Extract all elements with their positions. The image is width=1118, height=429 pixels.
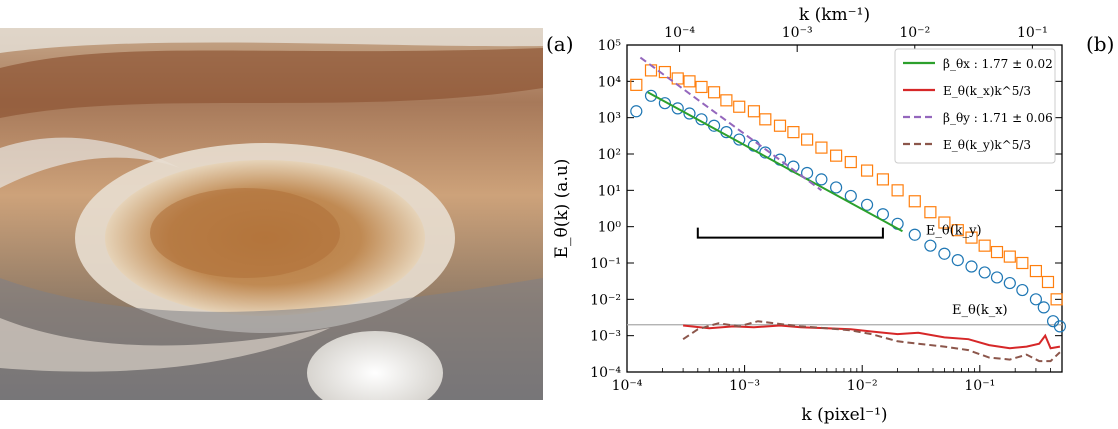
y-tick-label: 10⁻² — [590, 292, 621, 308]
data-point-ky — [707, 86, 721, 99]
x-tick-label: 10⁻³ — [729, 378, 760, 394]
data-point-ky — [908, 195, 921, 208]
legend-box — [894, 48, 1056, 164]
data-point-kx — [830, 181, 843, 194]
data-point-ky — [1029, 264, 1043, 278]
data-point-ky — [720, 94, 733, 107]
data-point-kx — [938, 247, 951, 260]
data-point-ky — [990, 245, 1004, 259]
data-point-kx — [978, 266, 991, 279]
data-point-ky — [965, 231, 978, 244]
series-line — [683, 324, 1061, 350]
y-tick-label: 10⁻⁴ — [590, 365, 621, 381]
data-point-ky — [747, 105, 761, 118]
data-point-ky — [891, 184, 904, 197]
data-point-kx — [658, 97, 671, 110]
data-point-ky — [1041, 275, 1055, 289]
data-point-ky — [733, 100, 746, 113]
data-point-ky — [630, 78, 643, 91]
data-point-ky — [830, 149, 843, 162]
data-point-kx — [671, 102, 684, 115]
y-tick-label: 10⁰ — [598, 220, 622, 236]
data-point-kx — [965, 260, 978, 273]
series-line — [647, 91, 903, 233]
data-point-ky — [924, 206, 937, 219]
data-point-kx — [644, 89, 658, 102]
data-point-kx — [908, 228, 921, 241]
x-tick-label: 10⁻¹ — [964, 378, 995, 394]
y-tick-label: 10⁻³ — [590, 329, 621, 345]
panel-a-label: (a) — [546, 32, 574, 56]
data-point-ky — [938, 216, 951, 229]
curve-annotation: E_θ(k_x) — [952, 303, 1008, 318]
data-point-kx — [1029, 293, 1043, 306]
data-point-ky — [787, 126, 800, 139]
x-tick-label: 10⁻⁴ — [612, 378, 643, 394]
legend-label: E_θ(k_y)k^5/3 — [943, 138, 1031, 152]
data-point-kx — [860, 198, 874, 211]
y-tick-label: 10¹ — [598, 183, 621, 199]
series-line — [682, 320, 1061, 363]
bracket-marker — [696, 227, 884, 239]
data-point-kx — [924, 239, 937, 252]
data-point-ky — [1016, 256, 1029, 270]
data-point-ky — [695, 80, 708, 94]
data-point-kx — [683, 107, 696, 120]
data-point-ky — [860, 164, 874, 177]
top-x-tick-label: 10⁻⁴ — [664, 25, 695, 41]
y-tick-label: 10² — [598, 147, 621, 163]
top-x-tick-label: 10⁻³ — [782, 25, 813, 41]
data-point-ky — [1003, 250, 1016, 263]
data-point-ky — [876, 173, 890, 186]
series-line — [639, 56, 823, 192]
data-point-ky — [671, 72, 684, 85]
data-point-ky — [815, 141, 828, 154]
plot-frame — [626, 44, 1063, 373]
top-x-tick-label: 10⁻¹ — [1017, 25, 1048, 41]
data-point-kx — [815, 173, 828, 186]
y-tick-label: 10⁴ — [598, 74, 622, 90]
data-point-ky — [773, 119, 787, 132]
legend-label: E_θ(k_x)k^5/3 — [943, 84, 1031, 98]
y-tick-label: 10³ — [598, 111, 621, 127]
data-point-kx — [990, 271, 1004, 284]
y-tick-label: 10⁻¹ — [590, 256, 621, 272]
y-tick-label: 10⁵ — [598, 38, 622, 54]
curve-annotation: E_θ(k_y) — [926, 224, 982, 239]
legend-label: β_θy : 1.71 ± 0.06 — [943, 111, 1053, 125]
data-point-kx — [1016, 283, 1029, 297]
data-point-kx — [844, 189, 857, 203]
data-point-kx — [1053, 320, 1067, 333]
panel-b-label: (b) — [1086, 32, 1115, 56]
data-point-ky — [978, 239, 991, 252]
data-point-ky — [951, 224, 964, 237]
legend-label: β_θx : 1.77 ± 0.02 — [943, 57, 1053, 71]
data-point-ky — [683, 75, 696, 88]
x-axis-label: k (pixel⁻¹) — [801, 405, 887, 425]
y-axis-label: E_θ(k) (a.u) — [552, 159, 572, 259]
top-x-tick-label: 10⁻² — [899, 25, 930, 41]
data-point-ky — [759, 113, 772, 126]
x-tick-label: 10⁻² — [847, 378, 878, 394]
data-point-ky — [801, 133, 814, 146]
jupiter-great-red-spot-image — [0, 28, 543, 415]
data-point-kx — [630, 105, 643, 118]
data-point-kx — [951, 254, 964, 267]
data-point-ky — [1050, 293, 1063, 306]
data-point-kx — [1003, 276, 1016, 290]
data-point-ky — [844, 155, 857, 169]
data-point-kx — [1037, 301, 1050, 314]
energy-spectrum-chart: 10⁻⁴ 10⁻³ 10⁻² 10⁻¹ 10⁻⁴ 10⁻³ 10⁻² 10⁻¹ 10⁻⁴ 10⁻³… — [552, 5, 1067, 425]
top-x-axis-label: k (km⁻¹) — [799, 5, 870, 25]
